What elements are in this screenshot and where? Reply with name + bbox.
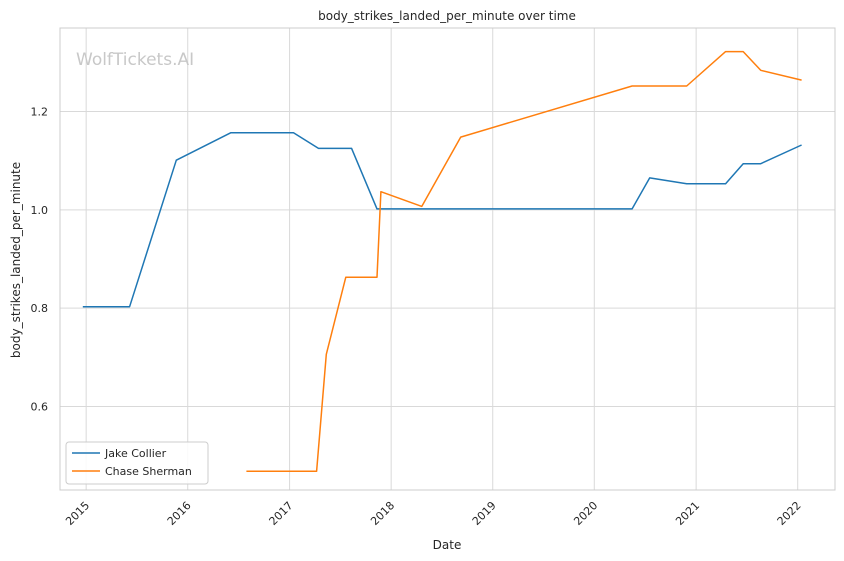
plot-area-frame bbox=[59, 27, 836, 491]
x-tick-label: 2021 bbox=[673, 499, 702, 528]
y-axis-title: body_strikes_landed_per_minute bbox=[9, 162, 23, 358]
x-tick-label: 2017 bbox=[267, 499, 296, 528]
series-line-jake-collier bbox=[82, 131, 802, 308]
legend-box bbox=[65, 441, 209, 485]
x-axis-ticks: 2015 2016 2017 2018 2019 2020 2021 2022 bbox=[63, 499, 804, 528]
y-tick-label: 1.0 bbox=[31, 204, 49, 217]
y-tick-label: 0.8 bbox=[31, 302, 49, 315]
x-tick-label: 2018 bbox=[368, 499, 397, 528]
watermark-text: WolfTickets.AI bbox=[76, 50, 194, 70]
y-tick-label: 0.6 bbox=[31, 400, 49, 413]
x-tick-label: 2016 bbox=[165, 499, 194, 528]
series-lines bbox=[82, 50, 802, 473]
x-axis-title: Date bbox=[433, 538, 462, 552]
x-tick-label: 2020 bbox=[571, 499, 600, 528]
y-axis-ticks: 0.6 0.8 1.0 1.2 bbox=[31, 106, 49, 414]
series-line-chase-sherman bbox=[246, 50, 802, 473]
x-tick-label: 2022 bbox=[775, 499, 804, 528]
legend-label-chase-sherman: Chase Sherman bbox=[105, 465, 192, 478]
legend-label-jake-collier: Jake Collier bbox=[104, 447, 167, 460]
chart-title: body_strikes_landed_per_minute over time bbox=[318, 9, 576, 23]
legend: Jake Collier Chase Sherman bbox=[65, 441, 209, 485]
grid bbox=[60, 28, 835, 490]
y-tick-label: 1.2 bbox=[31, 106, 49, 119]
x-tick-label: 2019 bbox=[470, 499, 499, 528]
x-tick-label: 2015 bbox=[63, 499, 92, 528]
